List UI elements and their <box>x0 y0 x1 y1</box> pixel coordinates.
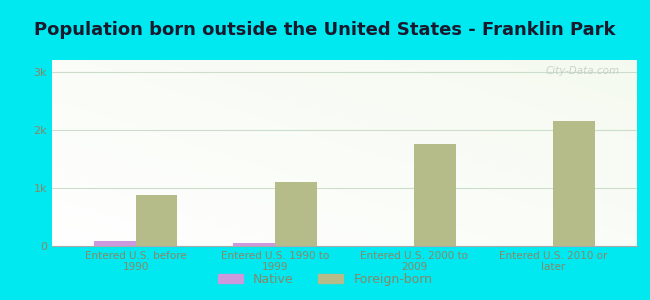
Bar <box>94 241 136 246</box>
Bar <box>553 121 595 246</box>
Bar <box>233 242 275 246</box>
Text: Population born outside the United States - Franklin Park: Population born outside the United State… <box>34 21 616 39</box>
Legend: Native, Foreign-born: Native, Foreign-born <box>213 268 437 291</box>
Bar <box>414 144 456 246</box>
Bar <box>136 195 177 246</box>
Text: City-Data.com: City-Data.com <box>545 66 619 76</box>
Bar <box>275 182 317 246</box>
